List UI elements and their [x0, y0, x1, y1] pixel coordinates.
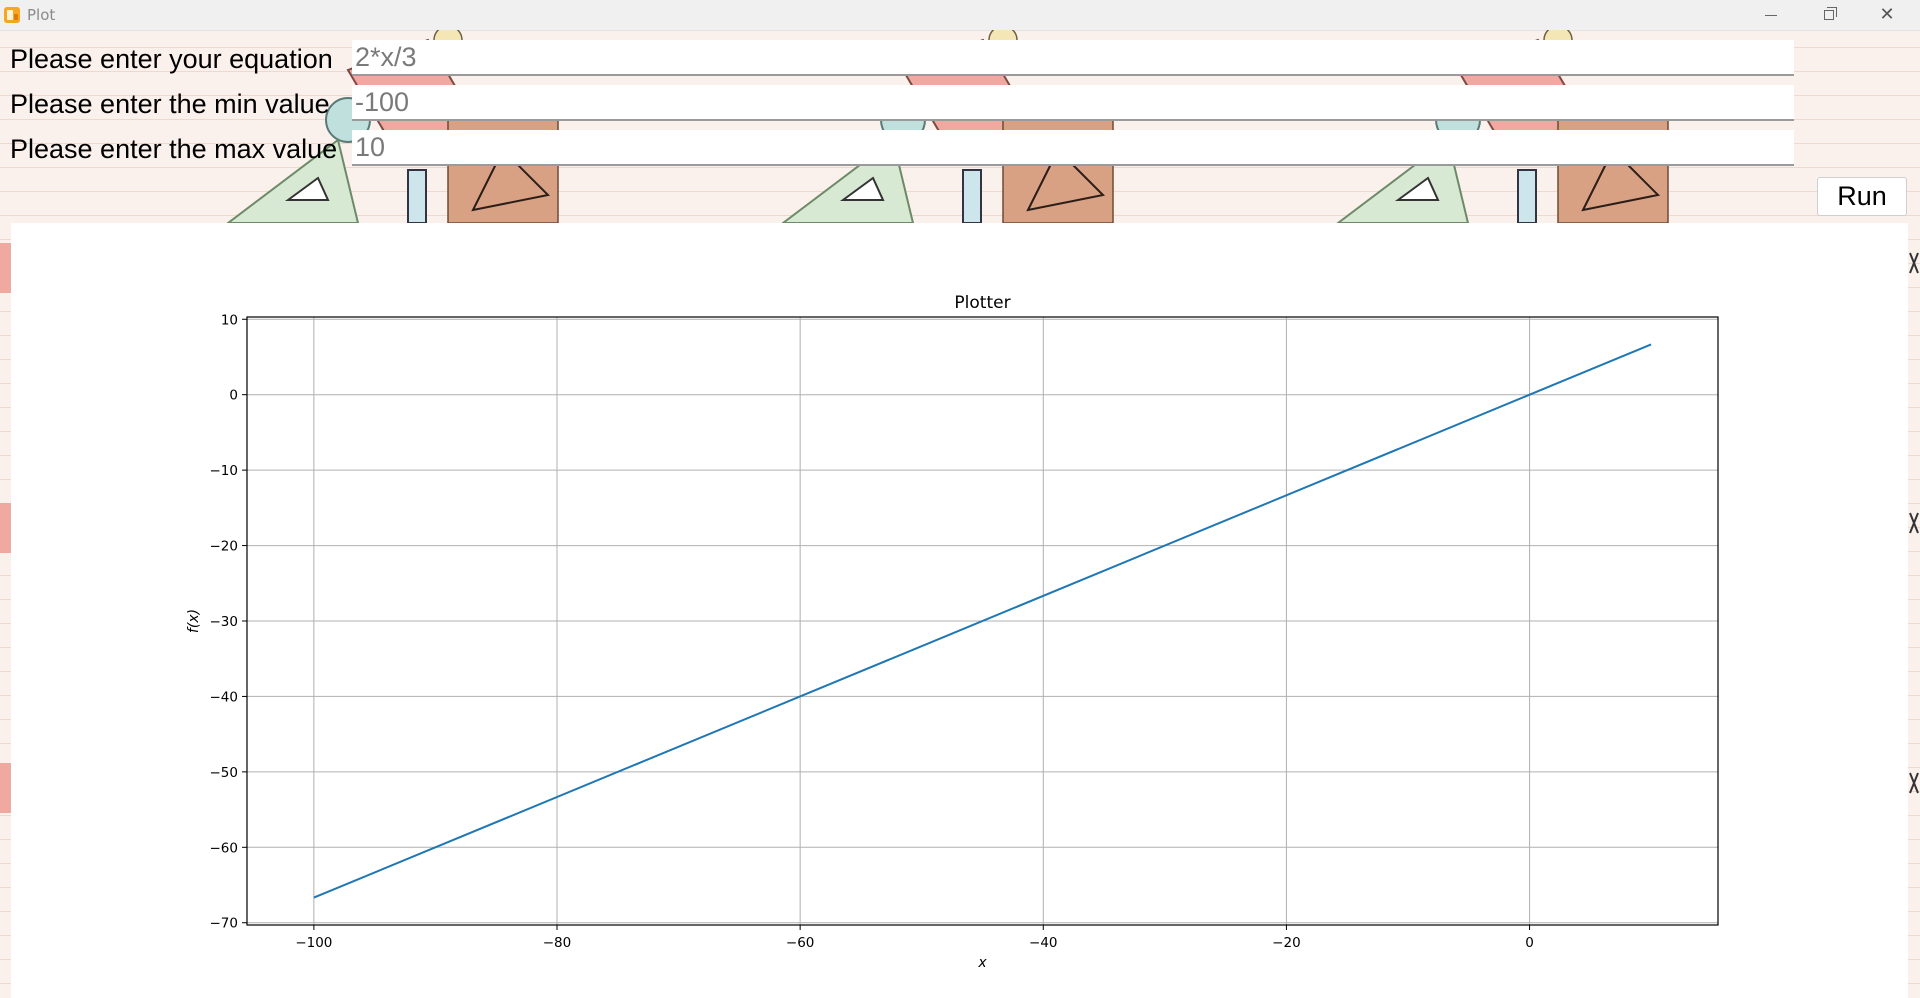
series-line — [313, 343, 1652, 899]
x-tick-label: −40 — [1029, 935, 1058, 951]
chart-title: Plotter — [954, 293, 1010, 313]
y-tick-label: −50 — [210, 765, 239, 781]
close-icon: ✕ — [1879, 4, 1895, 25]
x-tick-label: −20 — [1272, 935, 1301, 951]
maximize-button[interactable] — [1800, 0, 1858, 30]
left-decoration-strip — [0, 223, 11, 998]
equation-input[interactable] — [352, 40, 1794, 76]
y-tick-label: −20 — [210, 539, 239, 555]
app-icon — [4, 7, 20, 23]
min-value-input[interactable] — [352, 85, 1794, 121]
y-axis-label: f(x) — [186, 609, 202, 633]
y-ticks: 10 0 −10 −20 −30 −40 −50 −60 −70 — [210, 312, 247, 932]
equation-label: Please enter your equation — [10, 44, 333, 74]
x-axis-label: x — [977, 955, 987, 971]
y-tick-label: −30 — [210, 614, 239, 630]
x-ticks: −100 −80 −60 −40 −20 0 — [295, 925, 1534, 951]
minimize-button[interactable] — [1742, 0, 1800, 30]
window-title: Plot — [27, 6, 56, 24]
y-tick-label: −10 — [210, 463, 239, 479]
max-value-input[interactable] — [352, 130, 1794, 166]
plot-chart: −100 −80 −60 −40 −20 0 100−10−20−30−40−50−60−… — [186, 293, 1719, 971]
grid — [247, 317, 1718, 925]
y-tick-label: −60 — [210, 840, 239, 856]
plot-canvas: −100 −80 −60 −40 −20 0 10 0 −10 −20 −30 −40 −50 −60−… — [11, 223, 1908, 998]
min-value-label: Please enter the min value — [10, 89, 330, 119]
x-tick-label: −60 — [786, 935, 815, 951]
x-tick-label: 0 — [1525, 935, 1534, 951]
title-bar: Plot ✕ — [0, 0, 1920, 31]
x-tick-label: −80 — [543, 935, 572, 951]
y-tick-label: −40 — [210, 689, 239, 705]
x-tick-label: −100 — [295, 935, 332, 951]
y-tick-label: −70 — [210, 916, 239, 932]
series-layer — [313, 343, 1652, 899]
minimize-icon — [1765, 14, 1777, 16]
y-tick-label: 10 — [221, 312, 238, 328]
right-decoration-strip — [1908, 223, 1919, 998]
maximize-icon — [1824, 7, 1837, 20]
y-tick-label: 0 — [229, 388, 238, 404]
close-button[interactable]: ✕ — [1858, 0, 1916, 30]
max-value-label: Please enter the max value — [10, 134, 338, 164]
run-button[interactable]: Run — [1817, 177, 1907, 216]
